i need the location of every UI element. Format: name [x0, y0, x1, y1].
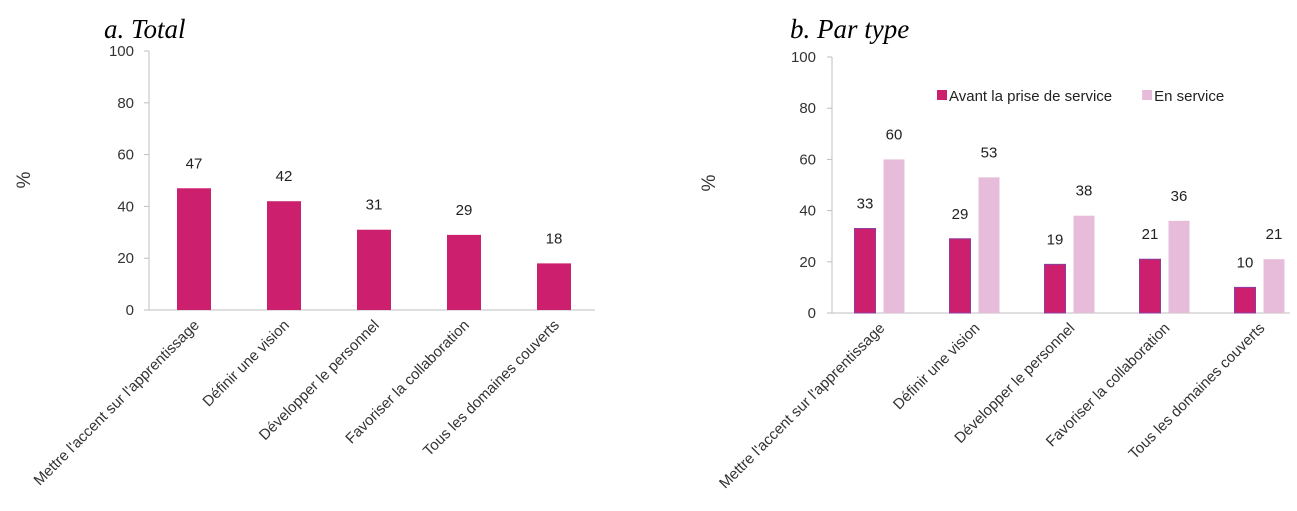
chart-a-bar	[267, 201, 301, 310]
chart-b-legend-label: Avant la prise de service	[949, 88, 1112, 105]
chart-b-legend-label: En service	[1154, 88, 1224, 105]
chart-b-data-label: 38	[1076, 183, 1093, 200]
chart-b-y-tick-label: 0	[808, 305, 816, 322]
chart-b-bar	[1139, 258, 1161, 314]
chart-b-data-label: 21	[1266, 226, 1283, 243]
chart-b-y-tick-label: 80	[799, 100, 816, 117]
chart-a-bar	[177, 188, 211, 310]
chart-a-bar	[357, 229, 391, 310]
chart-b-bar	[1044, 263, 1066, 314]
chart-b-data-label: 29	[952, 206, 969, 223]
chart-b-data-label: 53	[981, 144, 998, 161]
chart-b-bar	[978, 177, 1000, 313]
chart-a-data-label: 18	[546, 230, 563, 247]
chart-a-y-tick-label: 0	[126, 302, 134, 319]
chart-a-y-tick-label: 40	[117, 198, 134, 215]
chart-b-y-tick-label: 100	[791, 49, 816, 66]
chart-a-bar	[537, 263, 571, 310]
chart-b-y-tick-label: 20	[799, 254, 816, 271]
chart-b-bar	[883, 159, 905, 313]
chart-a-data-label: 29	[456, 202, 473, 219]
chart-a-title: a. Total	[104, 14, 186, 44]
chart-a-data-label: 42	[276, 168, 293, 185]
chart-b-legend-swatch	[937, 90, 947, 100]
chart-a-y-tick-label: 80	[117, 95, 134, 112]
chart-b-bar	[949, 238, 971, 314]
chart-b-y-axis-label: %	[699, 174, 720, 191]
chart-b-category-label: Définir une vision	[890, 320, 983, 413]
chart-b-data-label: 36	[1171, 188, 1188, 205]
chart-b-data-label: 19	[1047, 231, 1064, 248]
chart-a-data-label: 31	[366, 197, 383, 214]
chart-a-category-label: Mettre l'accent sur l'apprentissage	[31, 317, 203, 489]
chart-a-data-label: 47	[186, 155, 203, 172]
chart-b-y-tick-label: 40	[799, 203, 816, 220]
chart-b-legend-swatch	[1142, 90, 1153, 100]
chart-a-y-tick-label: 100	[109, 43, 134, 60]
chart-b-data-label: 60	[886, 126, 903, 143]
chart-b-data-label: 10	[1237, 254, 1254, 271]
chart-b-title: b. Par type	[790, 14, 909, 44]
chart-a-bar	[447, 234, 481, 310]
chart-b-bar	[1234, 286, 1256, 314]
chart-b-y-tick-label: 60	[799, 151, 816, 168]
chart-a-y-tick-label: 60	[117, 147, 134, 164]
chart-a-y-tick-label: 20	[117, 250, 134, 267]
chart-b-category-label: Mettre l'accent sur l'apprentissage	[716, 320, 888, 492]
chart-a-y-axis-label: %	[14, 171, 35, 188]
chart-b-bar	[854, 228, 876, 314]
chart-b-bar	[1263, 259, 1285, 313]
chart-b-bar	[1073, 215, 1095, 313]
chart-b-data-label: 21	[1142, 226, 1159, 243]
chart-a-category-label: Définir une vision	[199, 317, 292, 410]
chart-b-bar	[1168, 220, 1190, 313]
chart-b-data-label: 33	[857, 196, 874, 213]
